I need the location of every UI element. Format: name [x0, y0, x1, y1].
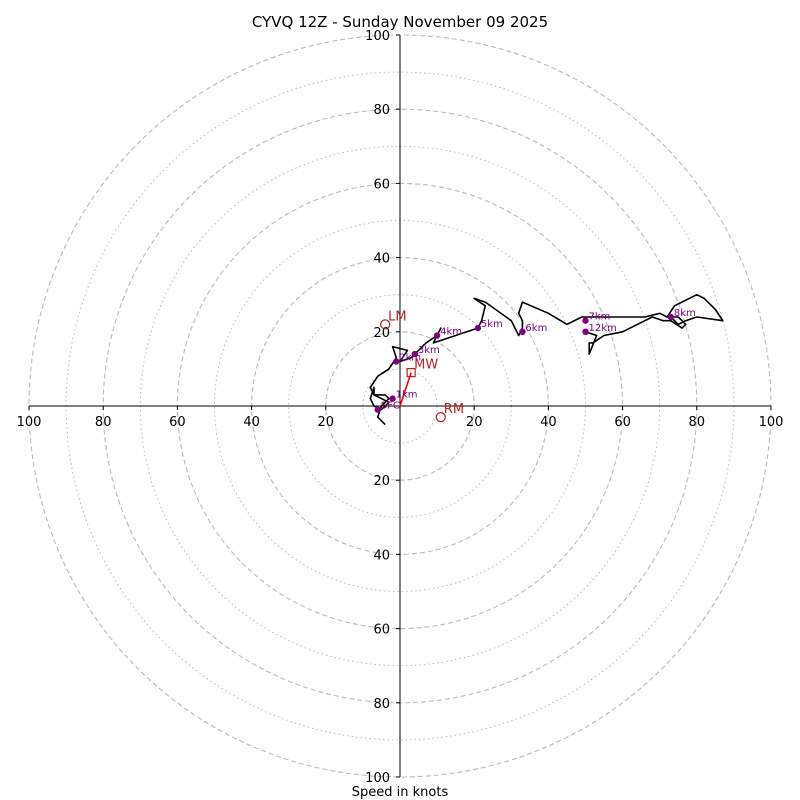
motion-marker-LM [380, 319, 391, 330]
x-tick-label: 80 [95, 415, 112, 430]
height-label-7km: 7km [589, 312, 611, 323]
x-tick-label: 40 [540, 415, 557, 430]
x-tick-label: 80 [689, 415, 706, 430]
y-tick-label: 100 [365, 29, 390, 44]
height-label-SFC: SFC [381, 401, 400, 412]
mean-wind-line [399, 372, 412, 407]
motion-label-MW: MW [414, 358, 438, 373]
y-tick-label: 80 [373, 103, 390, 118]
height-marker-5km [474, 324, 482, 332]
height-label-1km: 1km [396, 390, 418, 401]
height-label-5km: 5km [481, 319, 503, 330]
y-tick-label: 20 [373, 326, 390, 341]
x-axis-label: Speed in knots [352, 785, 449, 800]
height-label-6km: 6km [525, 323, 547, 334]
x-tick-label: 100 [17, 415, 42, 430]
height-marker-SFC [374, 406, 381, 413]
storm-motion: LM MW RM [380, 309, 464, 423]
y-tick-label: 80 [373, 697, 390, 712]
motion-marker-MW [406, 368, 416, 378]
height-label-3km: 3km [418, 345, 440, 356]
tick-labels: 100 80 60 40 20 20 40 60 80 100 100 80 60 40 20 20 40 60 8… [17, 29, 784, 786]
y-tick-label: 60 [373, 623, 390, 638]
x-tick-label: 40 [243, 415, 260, 430]
height-label-4km: 4km [440, 327, 462, 338]
height-label-12km: 12km [589, 323, 617, 334]
hodograph-line [369, 293, 724, 426]
hodograph-trace [369, 293, 724, 426]
y-tick-label: 40 [373, 548, 390, 563]
motion-label-RM: RM [444, 402, 464, 417]
y-tick-label: 100 [365, 771, 390, 786]
height-marker-1km [389, 395, 396, 402]
x-tick-label: 60 [614, 415, 631, 430]
x-tick-label: 100 [759, 415, 784, 430]
motion-label-LM: LM [388, 309, 406, 324]
height-marker-4km [433, 332, 441, 339]
height-marker-6km [519, 328, 526, 335]
x-tick-label: 20 [466, 415, 483, 430]
height-marker-8km [667, 313, 675, 321]
height-marker-7km [582, 317, 589, 324]
x-tick-label: 20 [318, 415, 335, 430]
y-tick-label: 40 [373, 252, 390, 267]
height-label-2km: 2km [399, 352, 421, 363]
y-tick-label: 60 [373, 177, 390, 192]
x-tick-label: 60 [169, 415, 186, 430]
height-label-8km: 8km [674, 308, 696, 319]
chart-title: CYVQ 12Z - Sunday November 09 2025 [252, 13, 548, 31]
motion-marker-RM [435, 412, 446, 423]
height-marker-2km [393, 358, 400, 365]
height-marker-3km [411, 350, 419, 358]
height-marker-12km [582, 328, 589, 335]
y-tick-label: 20 [373, 474, 390, 489]
